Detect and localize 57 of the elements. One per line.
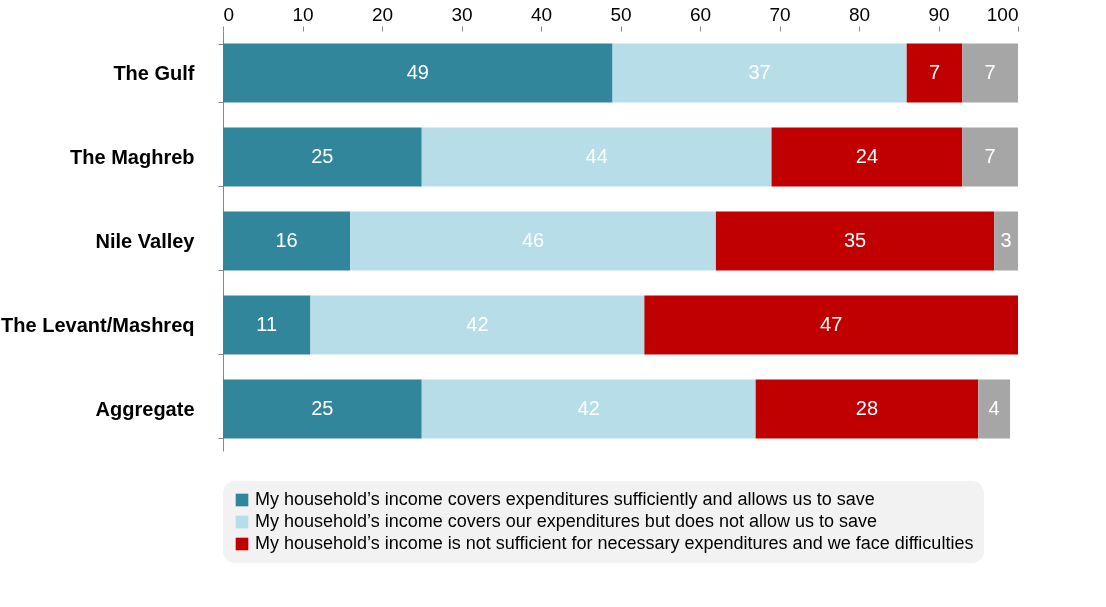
y-tick-label: The Gulf: [113, 61, 195, 84]
bar: [223, 211, 351, 271]
bar: [978, 379, 1011, 439]
bar: [962, 43, 1018, 103]
bar: [771, 127, 963, 187]
data-label: 25: [311, 397, 334, 419]
x-tick-label: 40: [530, 3, 553, 25]
x-tick-label: 80: [848, 3, 871, 25]
bar: [644, 295, 1018, 355]
x-tick-label: 60: [689, 3, 712, 25]
x-tick-label: 50: [610, 3, 632, 25]
data-label: 49: [406, 61, 429, 83]
data-label: 4: [988, 397, 1000, 419]
data-label: 42: [577, 397, 600, 419]
data-label: 7: [984, 145, 996, 167]
bar: [223, 295, 311, 355]
x-tick-label: 20: [371, 3, 394, 25]
bar: [223, 127, 422, 187]
data-label: 24: [855, 145, 879, 167]
x-tick-label: 100: [986, 3, 1019, 25]
data-label: 37: [748, 61, 771, 83]
bar: [310, 295, 645, 355]
data-label: 35: [843, 229, 867, 251]
data-label: 28: [855, 397, 879, 419]
bar: [715, 211, 995, 271]
bar: [223, 43, 613, 103]
x-tick-label: 90: [928, 3, 950, 25]
x-tick-label: 30: [451, 3, 473, 25]
y-tick-label: Aggregate: [95, 397, 195, 420]
bar: [906, 43, 963, 103]
data-label: 11: [256, 313, 278, 335]
bar: [421, 379, 756, 439]
data-label: 3: [1000, 229, 1012, 251]
data-label: 7: [984, 61, 996, 83]
x-tick-label: 0: [223, 3, 235, 25]
data-label: 7: [928, 61, 941, 83]
bar: [962, 127, 1018, 187]
bar: [612, 43, 907, 103]
x-tick-label: 70: [769, 3, 791, 25]
legend-label: My household’s income covers expenditures sufficiently and allows us to save: [255, 489, 875, 509]
bar: [994, 211, 1018, 271]
data-label: 42: [466, 313, 489, 335]
data-label: 16: [275, 229, 298, 251]
y-tick-label: The Maghreb: [70, 145, 195, 168]
data-label: 46: [521, 229, 545, 251]
y-tick-label: Nile Valley: [95, 229, 196, 252]
bar: [755, 379, 979, 439]
bar: [223, 379, 422, 439]
legend-label: My household’s income is not sufficient for necessary expenditures and we face difficulties: [255, 533, 974, 553]
y-tick-label: The Levant/Mashreq: [1, 313, 195, 336]
data-label: 25: [311, 145, 334, 167]
x-tick-label: 10: [292, 3, 314, 25]
data-label: 44: [585, 145, 608, 167]
bar: [350, 211, 716, 271]
bar: [421, 127, 772, 187]
data-label: 47: [820, 313, 843, 335]
legend-label: My household’s income covers our expenditures but does not allow us to save: [255, 511, 878, 531]
